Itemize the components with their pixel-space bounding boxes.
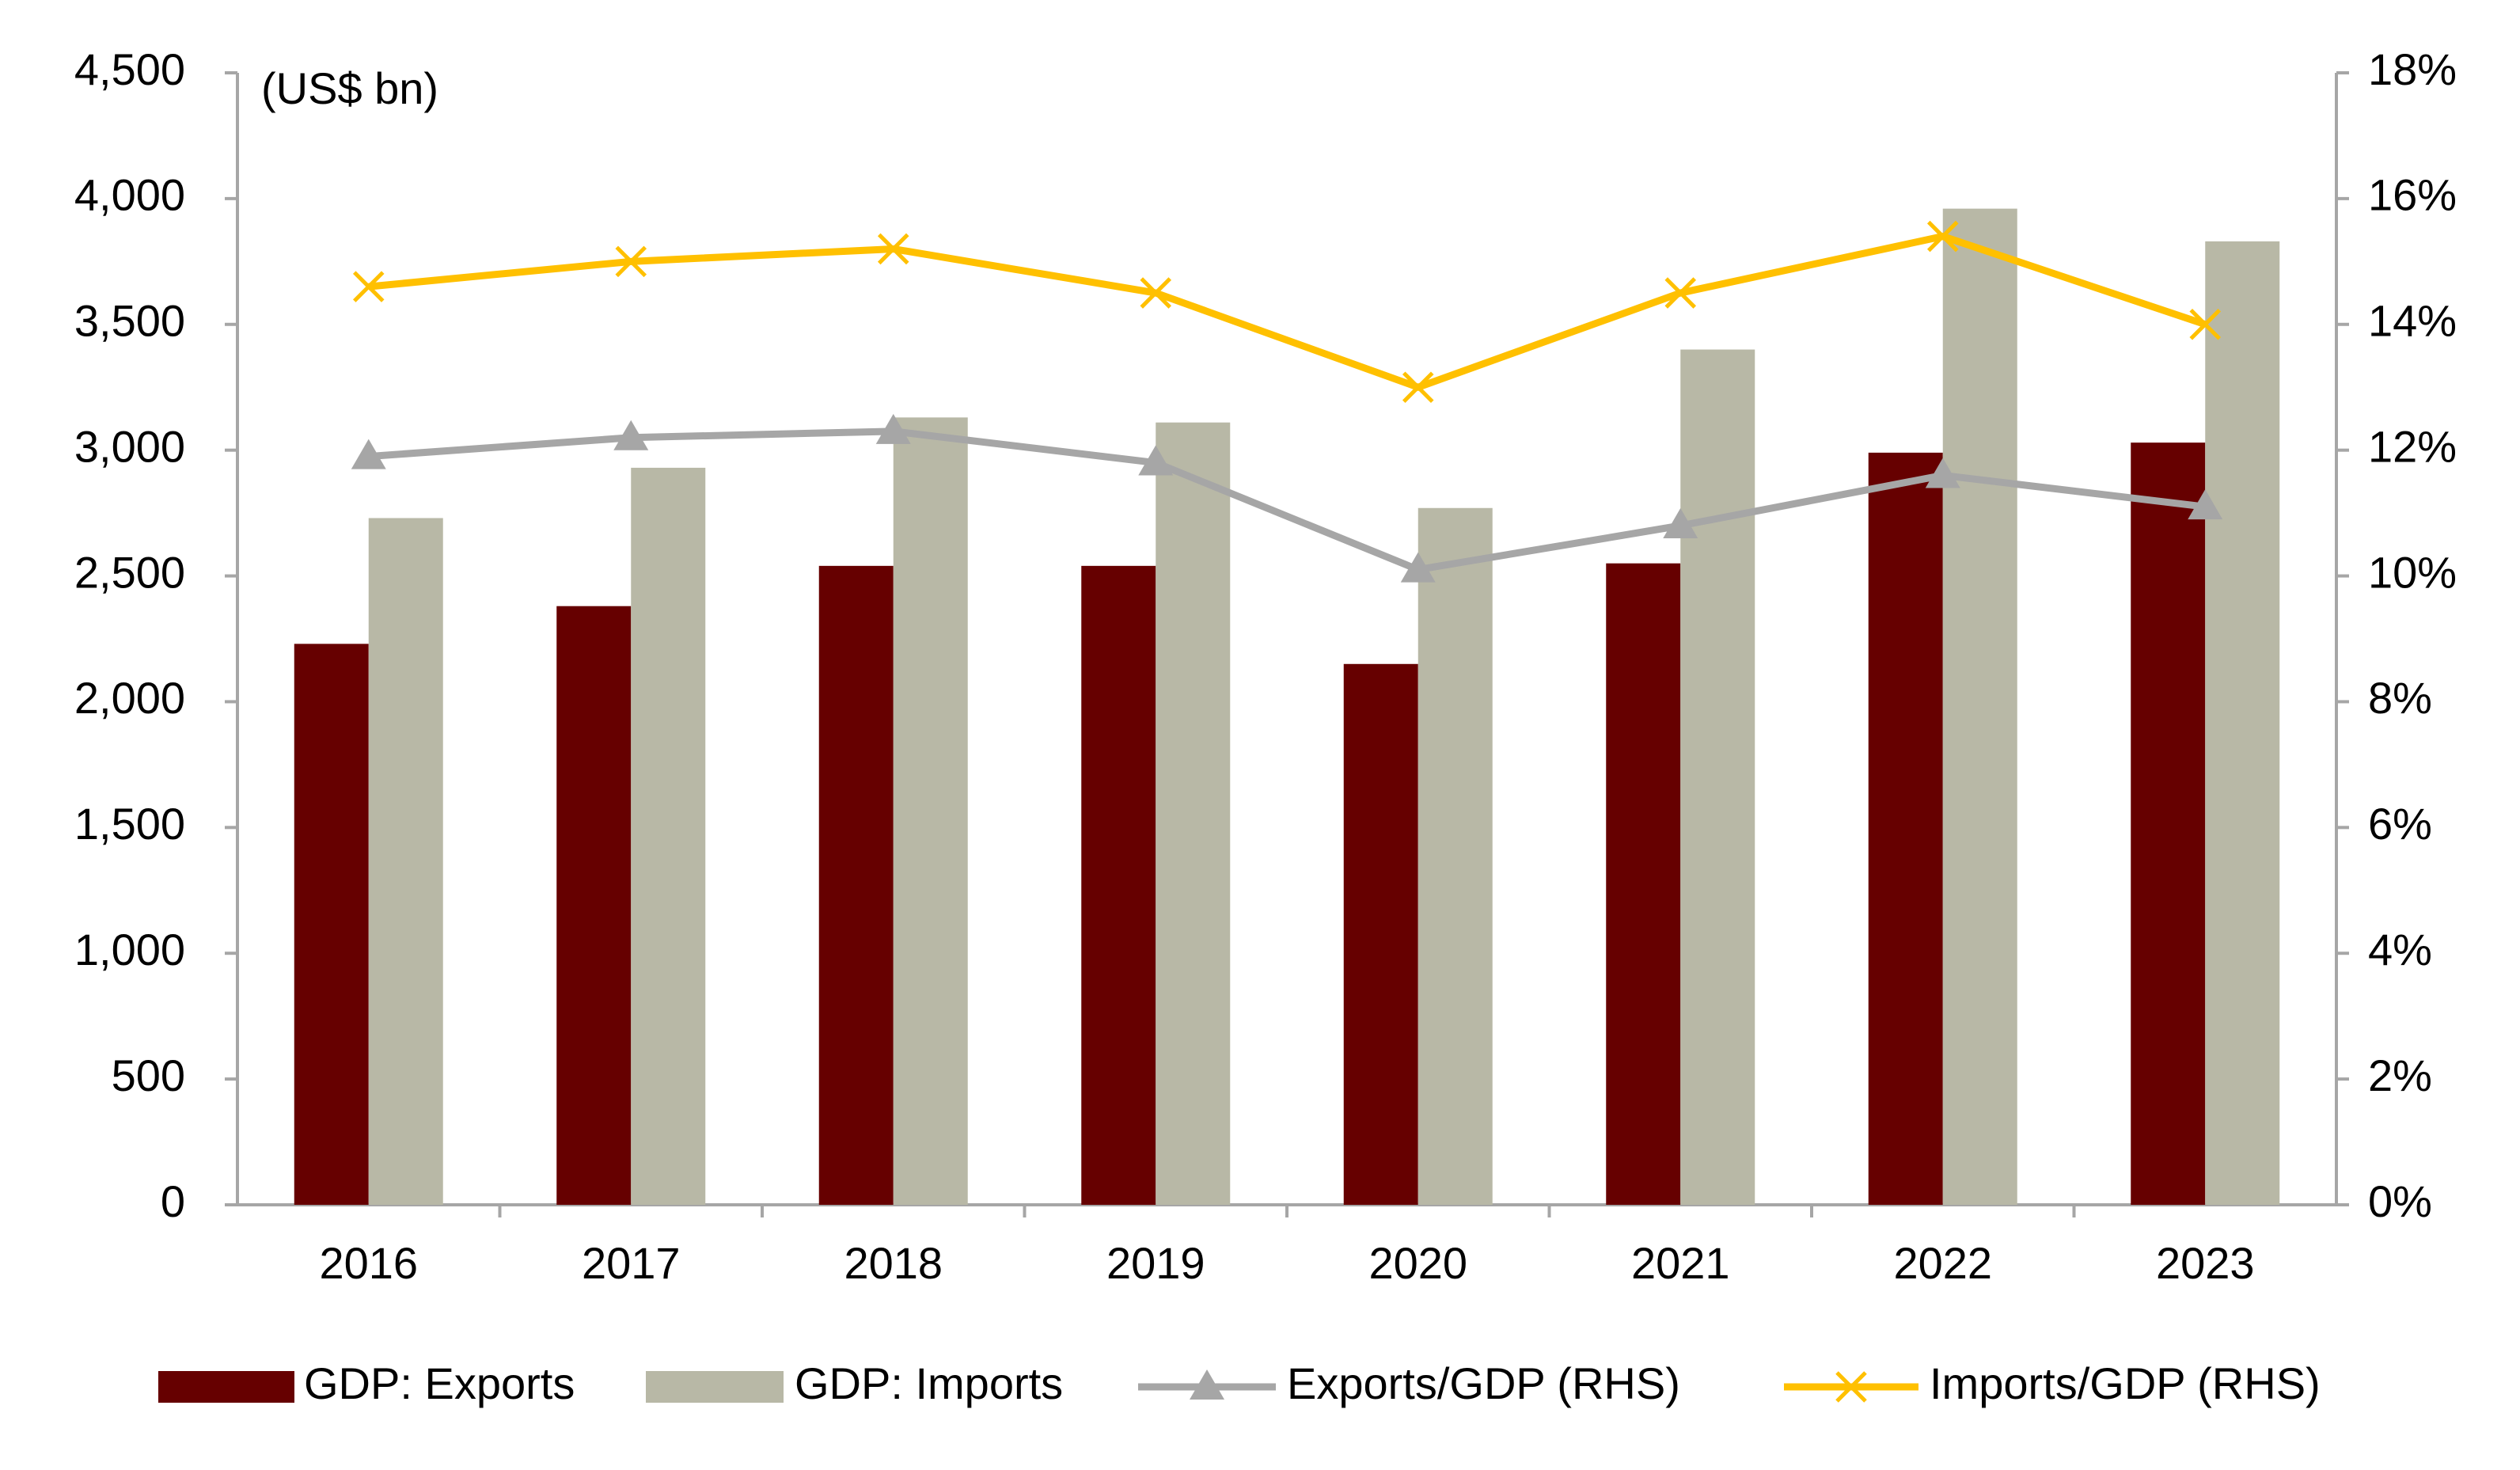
bar [893, 417, 968, 1205]
legend-swatch [158, 1371, 294, 1403]
marker [2188, 489, 2223, 520]
y-tick-label: 3,500 [74, 296, 185, 346]
bar [1680, 349, 1755, 1205]
y2-tick-label: 4% [2368, 925, 2432, 974]
y-tick-label: 1,500 [74, 799, 185, 849]
y2-tick-label: 6% [2368, 799, 2432, 849]
unit-label: (US$ bn) [261, 63, 438, 113]
marker [615, 245, 647, 278]
x-tick-label: 2021 [1631, 1238, 1730, 1288]
y-tick-label: 0 [161, 1176, 185, 1226]
y2-tick-label: 14% [2368, 296, 2457, 346]
x-tick-label: 2016 [319, 1238, 418, 1288]
legend-marker [1835, 1371, 1867, 1403]
marker [1926, 220, 1959, 253]
legend-swatch [646, 1371, 784, 1403]
y-tick-label: 500 [112, 1050, 185, 1100]
bar [2131, 443, 2206, 1205]
line [368, 233, 2207, 391]
marker [351, 439, 386, 469]
y-tick-label: 3,000 [74, 421, 185, 471]
marker [1140, 277, 1172, 309]
x-tick-label: 2023 [2156, 1238, 2255, 1288]
marker [1925, 458, 1960, 488]
legend-label: Imports/GDP (RHS) [1930, 1358, 2321, 1408]
marker [613, 420, 649, 450]
y2-tick-label: 10% [2368, 547, 2457, 597]
y2-tick-label: 0% [2368, 1176, 2432, 1226]
y2-tick-label: 18% [2368, 44, 2457, 94]
marker [877, 233, 909, 265]
marker [2189, 309, 2222, 340]
legend-marker [1190, 1369, 1224, 1400]
marker [1664, 277, 1697, 309]
bar [556, 606, 632, 1205]
y-tick-label: 2,500 [74, 547, 185, 597]
bar [1081, 565, 1156, 1205]
y2-tick-label: 16% [2368, 170, 2457, 220]
marker [1400, 552, 1436, 583]
bar [1606, 563, 1681, 1205]
x-tick-label: 2019 [1106, 1238, 1205, 1288]
y2-tick-label: 8% [2368, 673, 2432, 723]
y-tick-label: 1,000 [74, 925, 185, 974]
marker [875, 413, 911, 444]
y-tick-label: 4,000 [74, 170, 185, 220]
bar [368, 518, 443, 1205]
y-tick-label: 2,000 [74, 673, 185, 723]
marker [1138, 445, 1174, 476]
y-tick-label: 4,500 [74, 44, 185, 94]
legend-label: GDP: Exports [304, 1358, 575, 1408]
legend-label: GDP: Imports [795, 1358, 1063, 1408]
bar [1418, 507, 1493, 1205]
marker [1402, 371, 1434, 403]
bar [631, 467, 706, 1205]
x-tick-label: 2022 [1893, 1238, 1992, 1288]
x-tick-label: 2018 [844, 1238, 943, 1288]
y2-tick-label: 12% [2368, 421, 2457, 471]
bar [294, 644, 369, 1205]
line [368, 427, 2206, 574]
marker [1663, 508, 1698, 538]
bar [1343, 663, 1418, 1205]
bar [1868, 452, 1943, 1205]
y2-tick-label: 2% [2368, 1050, 2432, 1100]
marker [352, 271, 385, 302]
x-tick-label: 2020 [1368, 1238, 1467, 1288]
legend-label: Exports/GDP (RHS) [1287, 1358, 1680, 1408]
x-tick-label: 2017 [582, 1238, 681, 1288]
bar [818, 565, 894, 1205]
bar [1942, 208, 2017, 1206]
bar [2205, 241, 2280, 1205]
bar [1156, 422, 1231, 1205]
